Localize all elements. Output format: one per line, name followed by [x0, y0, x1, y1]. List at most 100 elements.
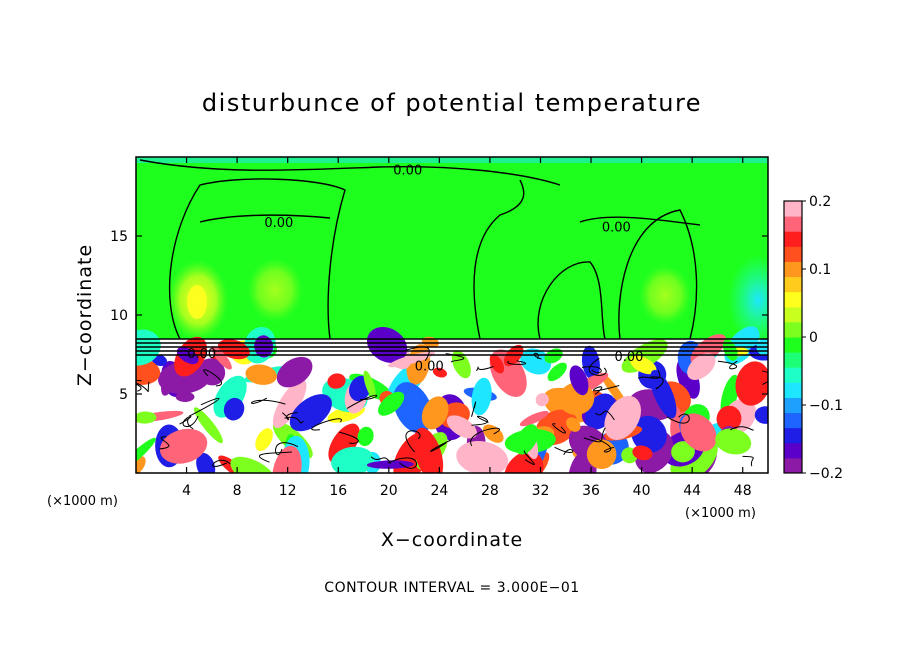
lower-layer-contour [592, 385, 620, 395]
lower-layer-blob [715, 428, 752, 455]
lower-layer-blob [276, 356, 313, 388]
lower-layer-blob [451, 350, 471, 379]
colorbar-cell [784, 457, 802, 474]
x-tick-label: 32 [532, 483, 550, 499]
lower-layer-blob [223, 397, 245, 421]
y-tick-label: 5 [119, 387, 128, 403]
x-tick-label: 20 [380, 483, 398, 499]
lower-layer-blob [569, 365, 589, 396]
lower-layer-contour [476, 366, 494, 372]
lower-layer-blob [366, 326, 408, 363]
contour-label: 0.00 [187, 347, 216, 362]
colorbar-ticks: −0.2 −0.1 0 0.1 0.2 [802, 194, 843, 482]
contour-label: 0.00 [602, 221, 631, 236]
lower-layer-contour [275, 442, 299, 456]
lower-layer-contour [259, 451, 292, 463]
x-tick-label: 12 [279, 483, 297, 499]
x-unit-right: (×1000 m) [685, 506, 756, 521]
lower-layer-contour [637, 369, 661, 379]
contour-label: 0.00 [614, 350, 643, 365]
y-tick-label: 10 [110, 308, 128, 324]
colorbar-cell [784, 337, 802, 353]
contour-zero-label-line2 [579, 216, 701, 226]
colorbar-cell [784, 306, 802, 323]
colorbar-cell [784, 352, 802, 368]
contour-label: 0.00 [393, 164, 422, 179]
lower-layer-blob [255, 428, 273, 452]
lower-layer-contour [666, 413, 690, 424]
lower-layer-blob [446, 415, 477, 439]
x-unit-left: (×1000 m) [47, 494, 118, 509]
x-tick-label: 4 [182, 483, 191, 499]
lower-layer-blob [630, 355, 657, 375]
chart-title: disturbunce of potential temperature [202, 89, 702, 117]
lower-layer-contour [212, 459, 231, 467]
lower-layer-blob [161, 365, 178, 396]
contour-interval-note: CONTOUR INTERVAL = 3.000E−01 [324, 580, 579, 596]
x-axis-label: X−coordinate [381, 529, 523, 551]
lower-layer-blob [566, 417, 581, 432]
lower-layer-blob [515, 424, 539, 455]
lower-layer-contour [136, 379, 142, 392]
lower-layer-blob [217, 339, 250, 360]
lower-layer-blob [272, 445, 302, 473]
colorbar-cell [784, 382, 802, 398]
lower-layer-blob [197, 358, 226, 386]
lower-layer-blob [716, 405, 742, 432]
x-tick-label: 44 [683, 483, 701, 499]
lower-layer-contour [589, 435, 615, 453]
lower-layer-blob [136, 455, 146, 473]
colorbar-tick-label: 0.1 [809, 262, 831, 278]
lower-layer-contour [311, 418, 342, 431]
contour-labels: 0.00 0.00 0.00 0.00 0.00 0.00 [187, 164, 643, 375]
lower-layer-blob [456, 440, 509, 473]
plot-area [136, 157, 768, 473]
lower-layer-contour [742, 455, 754, 467]
top-band [136, 157, 768, 163]
lower-layer-blob [471, 377, 492, 416]
lower-layer-blob [680, 413, 717, 452]
lower-layer-blob [378, 391, 405, 416]
x-tick-label: 48 [734, 483, 752, 499]
lower-layer-blob [327, 373, 346, 389]
colorbar-cell [784, 261, 802, 278]
x-tick-label: 36 [582, 483, 600, 499]
lower-layer-contour [594, 410, 615, 421]
lower-layer-blob [671, 441, 695, 463]
y-axis-label: Z−coordinate [74, 244, 96, 386]
lower-layer-blob [631, 415, 667, 453]
colorbar-cell [784, 201, 802, 217]
lower-layer-contour [507, 360, 526, 365]
colorbar-cell [784, 427, 802, 444]
contour-zero-upper-right1 [537, 261, 606, 340]
lower-layer-blob [547, 362, 567, 382]
layer-boundary-lines [136, 338, 768, 356]
lower-layer-blob [650, 369, 677, 419]
lower-layer-contour [581, 366, 602, 374]
contour-zero-top [139, 159, 561, 186]
colorbar-tick-label: 0 [809, 330, 818, 346]
contour-zero-label-line [199, 214, 331, 223]
colorbar-cell [784, 246, 802, 262]
lower-layer-blob [211, 346, 232, 370]
lower-layer-contour [284, 416, 304, 424]
lower-layer-blob [586, 439, 617, 470]
contour-zero-upper-center [473, 179, 525, 340]
lower-layer-blob [489, 354, 505, 374]
lower-layer-contour [583, 427, 606, 443]
lower-layer-blob [363, 370, 376, 399]
lower-layer-blob [687, 353, 716, 380]
lower-layer-contour [159, 436, 170, 450]
lower-layer-blob [136, 437, 156, 472]
lower-layer-contour [405, 430, 421, 453]
lower-layer-contour [552, 423, 566, 434]
lower-layer-blob [754, 406, 768, 424]
colorbar-cell [784, 216, 802, 232]
lower-layer-contour [402, 346, 430, 362]
lower-layer-blob [245, 364, 277, 385]
lower-layer-blob [632, 445, 653, 461]
contour-label: 0.00 [264, 216, 293, 231]
lower-layer-contour [471, 401, 477, 417]
x-tick-label: 8 [233, 483, 242, 499]
